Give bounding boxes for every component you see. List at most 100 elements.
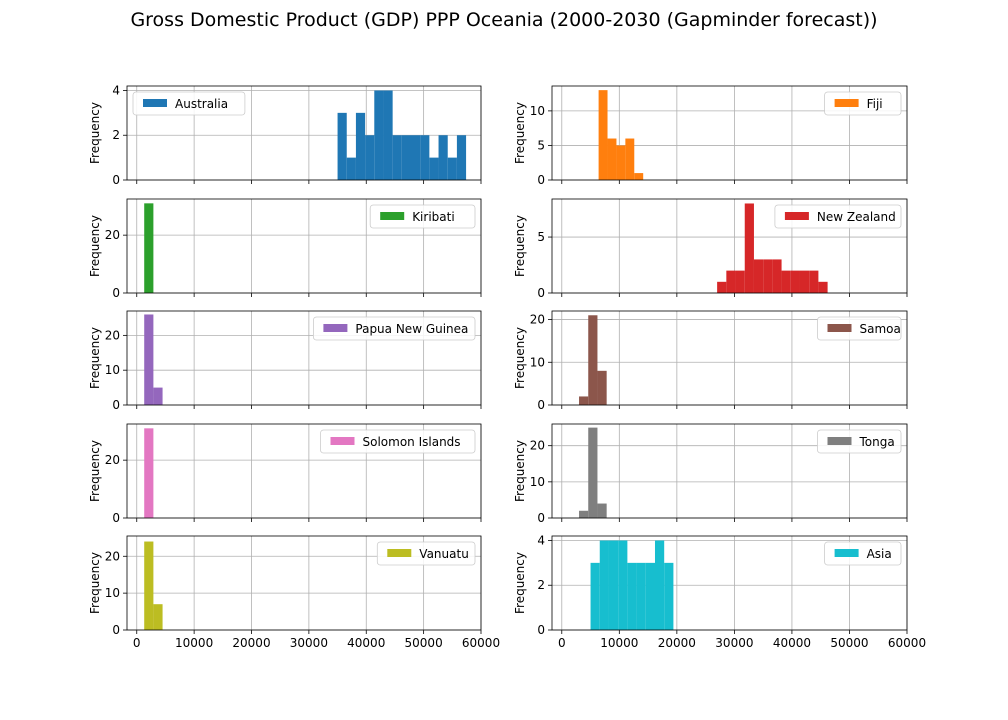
legend-box bbox=[817, 429, 902, 454]
legend-label: Asia bbox=[867, 547, 892, 561]
legend-swatch bbox=[323, 324, 348, 332]
y-axis-label: Frequency bbox=[88, 552, 102, 614]
histogram-bar bbox=[597, 503, 607, 518]
x-tick-label: 20000 bbox=[658, 636, 696, 650]
histogram-bar bbox=[401, 135, 412, 180]
legend-box bbox=[824, 91, 902, 116]
histogram-bar bbox=[818, 281, 828, 293]
histogram-bar bbox=[144, 203, 154, 293]
axes-frame bbox=[551, 535, 908, 631]
y-tick-label: 0 bbox=[537, 511, 545, 525]
legend-swatch bbox=[330, 437, 355, 445]
legend-label: New Zealand bbox=[817, 210, 896, 224]
histogram-bar bbox=[456, 135, 467, 180]
legend-box bbox=[817, 316, 902, 341]
axes-frame bbox=[551, 85, 908, 181]
y-axis-label: Frequency bbox=[513, 215, 527, 277]
legend-swatch bbox=[143, 99, 167, 107]
y-tick-label: 0 bbox=[537, 623, 545, 637]
y-tick-label: 10 bbox=[530, 475, 545, 489]
legend-box bbox=[312, 316, 476, 341]
legend-tonga: Tonga bbox=[817, 429, 902, 454]
axes-frame bbox=[126, 310, 482, 406]
y-tick-label: 4 bbox=[112, 83, 120, 97]
legend-kiribati: Kiribati bbox=[369, 204, 476, 229]
histogram-bar bbox=[744, 203, 754, 293]
histogram-bar bbox=[365, 135, 375, 180]
histogram-bar bbox=[618, 540, 628, 630]
y-tick-label: 0 bbox=[112, 398, 120, 412]
histogram-bar bbox=[627, 562, 637, 630]
histogram-bar bbox=[763, 259, 773, 293]
legend-australia: Australia bbox=[132, 91, 246, 116]
legend-swatch bbox=[834, 99, 859, 107]
y-tick-label: 4 bbox=[537, 533, 545, 547]
y-tick-label: 0 bbox=[112, 286, 120, 300]
axes-frame bbox=[126, 535, 482, 631]
y-tick-label: 0 bbox=[537, 286, 545, 300]
legend-swatch bbox=[380, 212, 405, 220]
y-tick-label: 5 bbox=[537, 138, 545, 152]
histogram-bar bbox=[346, 157, 356, 180]
axes-frame bbox=[126, 85, 482, 181]
panel-asia: 0 10000 20000 30000 40000 50000 60000 0 2 4 Freque… bbox=[513, 533, 926, 650]
y-tick-label: 20 bbox=[530, 313, 545, 327]
x-tick-label: 30000 bbox=[715, 636, 753, 650]
legend-label: Papua New Guinea bbox=[355, 322, 468, 336]
histogram-bar bbox=[616, 145, 626, 180]
legend-swatch bbox=[827, 324, 852, 332]
legend-papua-new-guinea: Papua New Guinea bbox=[312, 316, 476, 341]
y-tick-label: 0 bbox=[537, 398, 545, 412]
x-tick-label: 40000 bbox=[347, 636, 385, 650]
histogram-bar bbox=[438, 135, 448, 180]
histogram-bar bbox=[717, 281, 727, 293]
legend-fiji: Fiji bbox=[824, 91, 902, 116]
y-axis-label: Frequency bbox=[513, 552, 527, 614]
histogram-bar bbox=[588, 315, 598, 405]
axes-frame bbox=[126, 198, 482, 294]
y-axis-label: Frequency bbox=[88, 102, 102, 164]
histogram-bar bbox=[726, 270, 736, 293]
legend-label: Fiji bbox=[867, 97, 883, 111]
x-tick-label: 10000 bbox=[175, 636, 213, 650]
histogram-bar bbox=[579, 510, 589, 518]
x-tick-label: 50000 bbox=[405, 636, 443, 650]
x-tick-label: 0 bbox=[558, 636, 566, 650]
histogram-bar bbox=[153, 387, 163, 405]
legend-box bbox=[376, 541, 476, 566]
legend-label: Tonga bbox=[859, 435, 895, 449]
y-axis-label: Frequency bbox=[513, 102, 527, 164]
axes-frame bbox=[551, 423, 908, 519]
y-tick-label: 20 bbox=[530, 439, 545, 453]
histogram-bar bbox=[144, 428, 154, 518]
y-axis-label: Frequency bbox=[513, 327, 527, 389]
x-tick-label: 50000 bbox=[830, 636, 868, 650]
histogram-bar bbox=[753, 259, 764, 293]
axes-frame bbox=[126, 423, 482, 519]
legend-box bbox=[132, 91, 246, 116]
axes-frame bbox=[551, 198, 908, 294]
y-tick-label: 2 bbox=[537, 578, 545, 592]
histogram-bar bbox=[599, 540, 609, 630]
histogram-bar bbox=[383, 90, 393, 180]
y-tick-label: 0 bbox=[537, 173, 545, 187]
y-axis-label: Frequency bbox=[88, 215, 102, 277]
legend-box bbox=[320, 429, 476, 454]
y-tick-label: 10 bbox=[105, 363, 120, 377]
histogram-bar bbox=[144, 314, 154, 405]
legend-label: Samoa bbox=[860, 322, 901, 336]
x-tick-label: 0 bbox=[133, 636, 141, 650]
legend-label: Vanuatu bbox=[419, 547, 469, 561]
histogram-bar bbox=[429, 157, 439, 180]
histogram-bar bbox=[598, 90, 608, 180]
legend-box bbox=[824, 541, 902, 566]
legend-vanuatu: Vanuatu bbox=[376, 541, 476, 566]
legend-swatch bbox=[784, 212, 809, 220]
histogram-bar bbox=[664, 562, 674, 630]
x-tick-label: 20000 bbox=[232, 636, 270, 650]
